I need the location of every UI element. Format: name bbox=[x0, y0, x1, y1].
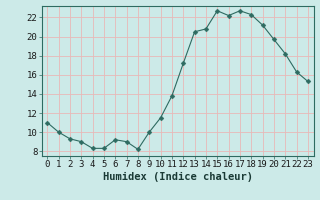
X-axis label: Humidex (Indice chaleur): Humidex (Indice chaleur) bbox=[103, 172, 252, 182]
